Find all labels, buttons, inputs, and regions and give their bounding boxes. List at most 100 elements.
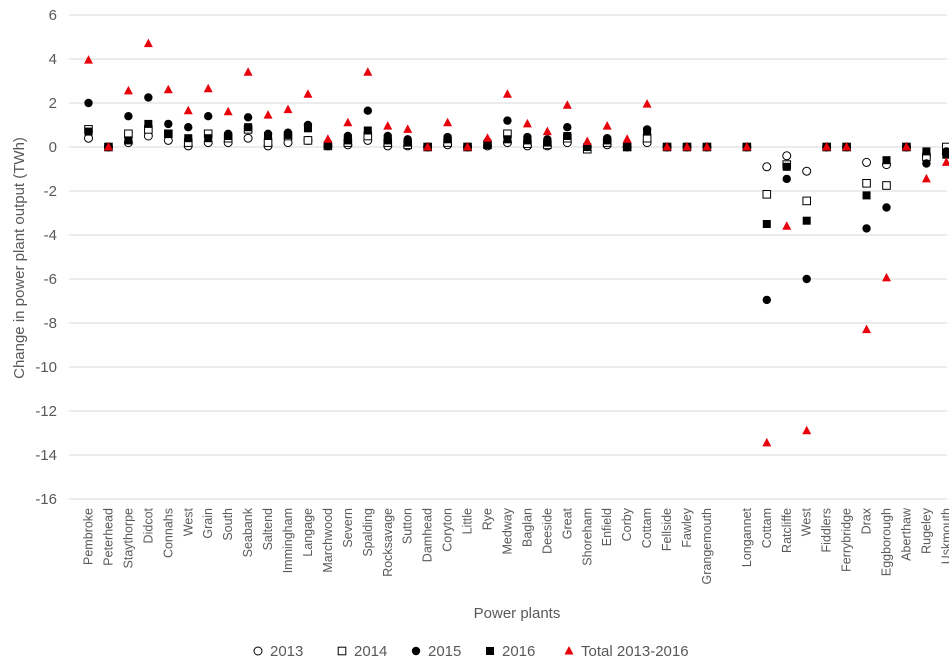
legend-marker [486, 647, 494, 655]
data-point-2013 [862, 157, 872, 167]
data-point-total [941, 157, 949, 166]
data-point-2014 [882, 181, 891, 190]
x-tick-label: Spalding [361, 508, 375, 557]
x-tick-label: Rugeley [919, 507, 933, 554]
data-point-2016 [164, 129, 173, 138]
data-point-total [702, 142, 712, 151]
data-point-2015 [922, 159, 931, 168]
y-tick-label: -4 [44, 227, 57, 244]
data-point-total [443, 117, 453, 127]
data-point-total [742, 142, 752, 151]
x-tick-label: Ratcliffe [780, 508, 794, 553]
data-point-total [921, 173, 931, 183]
data-point-total [522, 118, 532, 128]
data-point-total [423, 142, 433, 151]
data-point-2016 [762, 220, 771, 228]
data-point-2015 [124, 112, 133, 121]
legend-label: Total 2013-2016 [581, 643, 689, 660]
data-point-total [842, 142, 852, 151]
data-point-total [223, 106, 233, 116]
data-point-total [862, 324, 872, 334]
y-tick-label: 4 [49, 51, 57, 68]
data-point-2016 [643, 127, 652, 136]
data-point-2016 [124, 136, 133, 145]
legend-item: 2016 [486, 643, 535, 660]
x-tick-label: Severn [341, 508, 355, 548]
data-point-total [363, 67, 373, 76]
legend: 2013 2014 2015 2016 Total 2013-2016 [253, 643, 689, 660]
data-point-2015 [164, 119, 173, 129]
x-tick-label: Rye [481, 508, 495, 530]
data-point-2015 [882, 203, 891, 212]
data-point-2015 [503, 116, 512, 125]
data-point-2015 [204, 112, 213, 121]
x-tick-label: Deeside [540, 508, 554, 554]
x-tick-label: Baglan [520, 508, 534, 547]
x-tick-label: Grain [201, 508, 215, 539]
data-point-2016 [144, 119, 153, 128]
y-tick-label: -12 [35, 403, 57, 420]
legend-marker [253, 646, 263, 656]
data-point-2015 [762, 295, 771, 305]
y-tick-label: 2 [49, 95, 57, 112]
data-point-total [143, 38, 153, 48]
data-point-2014 [802, 196, 812, 206]
data-point-total [123, 85, 133, 95]
y-axis-ticks: 6 4 2 0 -2 -4 -6 -8 -10 -12 -14 -16 [35, 7, 57, 508]
data-point-2015 [563, 123, 572, 132]
legend-item: 2015 [411, 643, 461, 660]
x-tick-label: Cottam [760, 508, 774, 548]
legend-item: 2014 [337, 643, 387, 660]
y-tick-label: -6 [44, 271, 57, 288]
data-point-2013 [802, 166, 812, 176]
x-tick-label: Seabank [241, 507, 255, 557]
data-point-total [103, 142, 113, 151]
legend-label: 2016 [502, 643, 535, 660]
x-tick-label: Uskmouth [939, 508, 949, 564]
x-tick-label: Didcot [141, 507, 155, 543]
y-tick-label: -8 [44, 315, 57, 332]
data-point-2016 [403, 138, 412, 147]
data-point-total [84, 55, 93, 64]
data-point-2016 [224, 132, 233, 140]
data-point-2015 [144, 93, 153, 102]
data-point-2015 [84, 98, 93, 108]
data-point-total [283, 104, 293, 114]
data-point-total [483, 133, 492, 142]
x-tick-label: Longannet [740, 507, 754, 567]
x-tick-label: Staythorpe [121, 508, 135, 569]
data-point-2016 [363, 126, 372, 135]
legend-marker [411, 646, 421, 656]
legend-item: Total 2013-2016 [564, 643, 689, 660]
y-axis-title: Change in power plant output (TWh) [11, 137, 28, 379]
x-tick-label: Medway [500, 507, 514, 554]
data-point-total [463, 142, 473, 151]
x-tick-label: Fiddlers [820, 508, 834, 552]
x-tick-label: Sutton [401, 508, 415, 544]
data-point-2015 [862, 224, 871, 233]
legend-marker [337, 646, 347, 656]
data-point-2016 [623, 143, 632, 151]
legend-label: 2015 [428, 643, 461, 660]
data-point-2016 [583, 143, 592, 151]
x-tick-label: Marchwood [321, 508, 335, 573]
x-tick-label: Connahs [161, 508, 175, 558]
data-point-total [762, 437, 772, 447]
data-point-2016 [523, 136, 532, 145]
legend-label: 2013 [270, 643, 303, 660]
data-point-total [802, 425, 812, 435]
legend-item: 2013 [253, 643, 303, 660]
data-point-2016 [543, 138, 552, 147]
data-point-2016 [942, 150, 949, 159]
data-point-total [562, 100, 572, 109]
x-tick-label: Eggborough [880, 508, 894, 576]
data-point-2016 [343, 136, 352, 145]
data-point-total [642, 99, 652, 108]
data-point-2016 [483, 140, 492, 149]
data-point-2015 [184, 123, 193, 132]
x-tick-label: Fellside [660, 508, 674, 551]
data-point-2016 [563, 132, 572, 140]
data-point-2016 [603, 136, 612, 145]
data-point-2014 [762, 190, 772, 199]
x-tick-label: Peterhead [101, 508, 115, 566]
